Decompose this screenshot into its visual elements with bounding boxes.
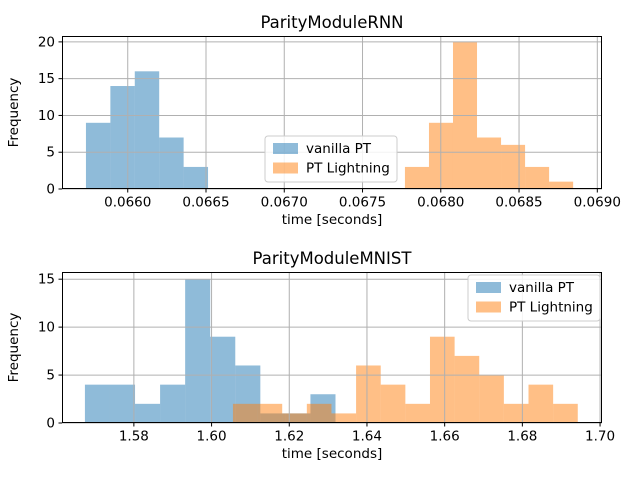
hist-bar: [549, 181, 574, 189]
legend: vanilla PT PT Lightning: [264, 135, 398, 183]
x-axis-label: time [seconds]: [282, 446, 383, 462]
hist-bar: [356, 365, 381, 423]
x-tick-label: 0.0680: [417, 195, 464, 211]
legend-label: vanilla PT: [509, 280, 575, 296]
hist-bar: [528, 384, 554, 423]
legend-label: PT Lightning: [306, 161, 390, 177]
hist-bar: [404, 166, 429, 189]
y-tick-label: 10: [38, 108, 55, 124]
hist-bar: [553, 403, 578, 423]
legend-label: vanilla PT: [306, 141, 372, 157]
hist-bar: [185, 279, 211, 423]
hist-bar: [479, 375, 504, 423]
hist-bar: [85, 122, 111, 189]
y-axis-label: Frequency: [6, 78, 22, 148]
x-tick-label: 0.0685: [495, 195, 542, 211]
hist-bar: [282, 413, 307, 423]
legend-label: PT Lightning: [509, 300, 593, 316]
histogram-plot: 1.58 1.60 1.62 1.64 1.66 1.68 1.70 0 5 10 15 Parity…: [6, 249, 615, 462]
hist-bar: [110, 86, 135, 189]
hist-bar: [109, 384, 136, 423]
hist-bar: [84, 384, 110, 423]
hist-bar: [477, 137, 502, 189]
axes-frame: [62, 36, 602, 189]
hist-bar: [429, 336, 455, 423]
hist-bar: [257, 403, 283, 423]
blue-patch-legend-swatch: [273, 143, 298, 154]
hist-bar: [405, 403, 430, 423]
y-tick-label: 10: [38, 320, 55, 336]
hist-bar: [134, 71, 160, 189]
hist-bar: [501, 144, 526, 189]
hist-bar: [135, 403, 161, 423]
hist-bar: [160, 384, 186, 423]
x-tick-label: 1.64: [352, 429, 382, 445]
hist-bar: [183, 166, 209, 189]
x-tick-label: 1.60: [197, 429, 227, 445]
axes-parity-module-rnn: 0.0660 0.0665 0.0670 0.0675 0.0680 0.0685 0.06…: [6, 13, 621, 228]
x-axis-label: time [seconds]: [282, 212, 383, 228]
y-tick-label: 5: [46, 145, 55, 161]
hist-bar: [159, 137, 184, 189]
x-tick-label: 1.58: [119, 429, 149, 445]
y-tick-label: 15: [38, 71, 55, 87]
axes-frame: [62, 272, 602, 423]
hist-bar: [380, 384, 406, 423]
y-axis-label: Frequency: [6, 313, 22, 383]
hist-bar: [210, 336, 236, 423]
chart-title: ParityModuleRNN: [260, 13, 403, 32]
y-tick-label: 20: [38, 34, 55, 50]
hist-bar: [503, 403, 529, 423]
y-tick-label: 0: [46, 182, 55, 198]
x-tick-label: 1.70: [585, 429, 615, 445]
x-tick-label: 0.0660: [104, 195, 151, 211]
orange-patch-legend-swatch: [476, 301, 501, 313]
hist-bar: [232, 403, 258, 423]
x-tick-label: 0.0690: [574, 195, 621, 211]
legend: vanilla PT PT Lightning: [467, 274, 601, 322]
x-tick-label: 1.68: [507, 429, 537, 445]
y-tick-label: 15: [38, 272, 55, 288]
hist-bar: [454, 355, 480, 423]
axes-parity-module-mnist: 1.58 1.60 1.62 1.64 1.66 1.68 1.70 0 5 10 15 Parity…: [6, 249, 615, 462]
x-tick-label: 1.62: [274, 429, 304, 445]
y-tick-label: 5: [46, 368, 55, 384]
blue-patch-legend-swatch: [476, 282, 501, 293]
x-tick-label: 0.0675: [339, 195, 386, 211]
orange-patch-legend-swatch: [273, 162, 298, 174]
x-tick-label: 1.66: [430, 429, 460, 445]
x-tick-label: 0.0670: [261, 195, 308, 211]
hist-bar: [525, 166, 550, 189]
hist-bar: [306, 403, 332, 423]
chart-title: ParityModuleMNIST: [253, 249, 413, 268]
x-tick-label: 0.0665: [182, 195, 229, 211]
y-tick-label: 0: [46, 416, 55, 432]
hist-bar: [331, 413, 357, 423]
histogram-plot: 0.0660 0.0665 0.0670 0.0675 0.0680 0.0685 0.06…: [6, 13, 621, 228]
